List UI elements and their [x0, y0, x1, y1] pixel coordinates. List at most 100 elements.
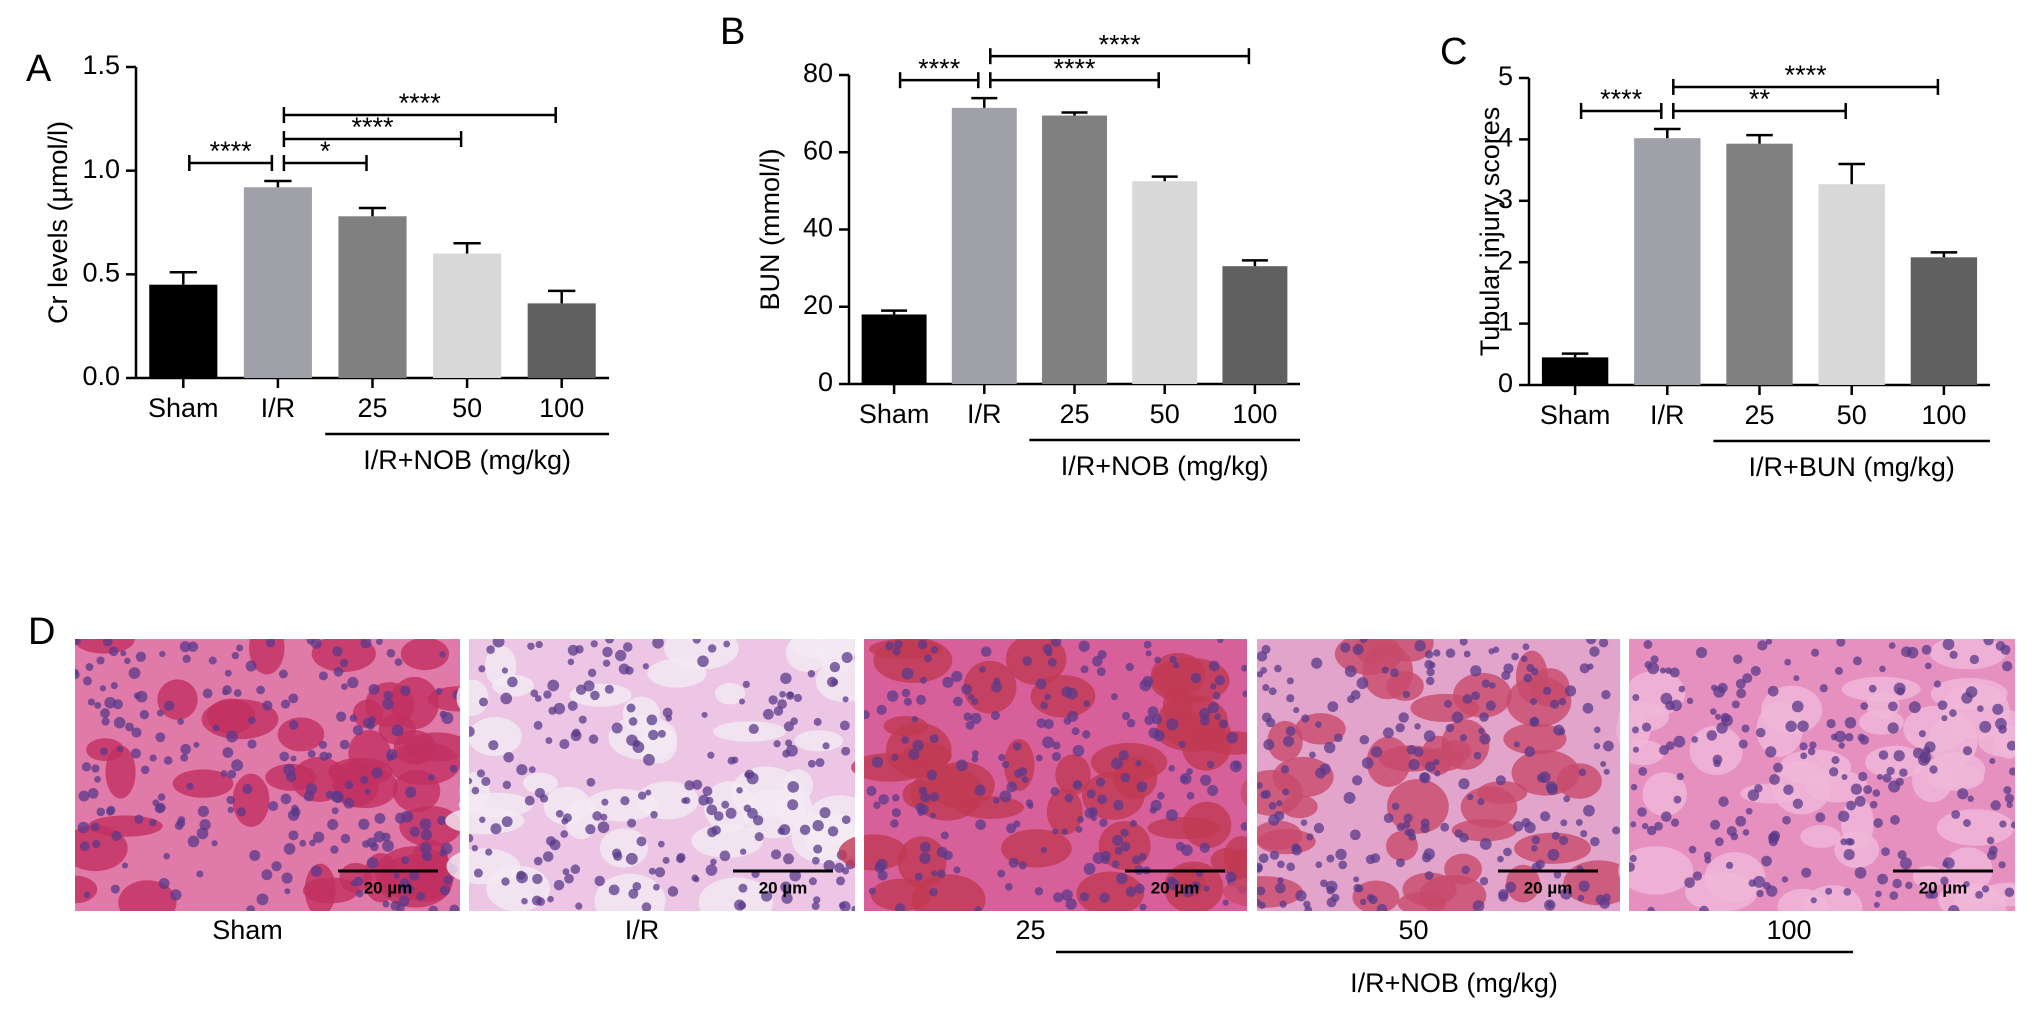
nucleus	[1045, 649, 1053, 657]
nucleus	[149, 754, 157, 762]
nucleus	[1686, 697, 1694, 705]
nucleus	[486, 645, 495, 655]
nucleus	[336, 711, 347, 722]
tubule	[392, 769, 441, 813]
nucleus	[1340, 642, 1351, 653]
nucleus	[789, 869, 801, 882]
nucleus	[1825, 887, 1833, 895]
nucleus	[401, 810, 414, 823]
nucleus	[813, 717, 822, 726]
nucleus	[1426, 667, 1435, 677]
group-label: I/R+BUN (mg/kg)	[1749, 452, 1955, 482]
nucleus	[528, 766, 536, 774]
nucleus	[1326, 897, 1337, 908]
nucleus	[1214, 713, 1221, 720]
nucleus	[104, 696, 116, 709]
nucleus	[1888, 642, 1896, 649]
nucleus	[783, 853, 794, 865]
nucleus	[1676, 772, 1684, 781]
x-tick-label: I/R	[261, 393, 296, 423]
nucleus	[1265, 717, 1276, 728]
nucleus	[83, 891, 91, 899]
nucleus	[1326, 886, 1335, 895]
nucleus	[841, 815, 851, 825]
nucleus	[1116, 872, 1128, 885]
nucleus	[929, 887, 938, 897]
tubule	[714, 682, 746, 705]
nucleus	[231, 759, 244, 772]
nucleus	[790, 717, 798, 726]
nucleus	[331, 807, 339, 815]
nucleus	[1692, 871, 1703, 881]
nucleus	[1207, 784, 1219, 797]
nucleus	[645, 789, 652, 796]
nucleus	[1742, 829, 1750, 836]
nucleus	[419, 842, 432, 854]
nucleus	[1050, 639, 1062, 647]
image-label: 25	[1015, 915, 1045, 945]
nucleus	[1301, 714, 1310, 723]
sig-label: ****	[351, 112, 394, 142]
nucleus	[1286, 862, 1295, 872]
nucleus	[1843, 848, 1855, 861]
nucleus	[1582, 702, 1594, 714]
nucleus	[1522, 643, 1530, 651]
nucleus	[1659, 667, 1667, 674]
nucleus	[926, 769, 938, 781]
nucleus	[87, 698, 95, 706]
nucleus	[885, 641, 894, 651]
nucleus	[553, 879, 565, 891]
nucleus	[75, 668, 79, 676]
nucleus	[1036, 718, 1047, 729]
nucleus	[1320, 879, 1328, 888]
nucleus	[1854, 795, 1866, 807]
nucleus	[330, 790, 343, 803]
nucleus	[196, 827, 209, 840]
nucleus	[478, 665, 486, 673]
nucleus	[1799, 742, 1808, 751]
nucleus	[1268, 687, 1277, 696]
nucleus	[1942, 639, 1955, 651]
nucleus	[1172, 662, 1180, 669]
nucleus	[1148, 727, 1160, 739]
nucleus	[1406, 744, 1417, 755]
sig-label: ****	[1053, 53, 1096, 83]
nucleus	[1222, 899, 1229, 906]
nucleus	[1096, 777, 1106, 787]
nucleus	[1498, 889, 1509, 900]
tubule	[352, 699, 384, 729]
nucleus	[697, 655, 709, 668]
nucleus	[1005, 883, 1013, 891]
nucleus	[1254, 864, 1263, 873]
nucleus	[1425, 761, 1436, 773]
nucleus	[1873, 818, 1883, 828]
nucleus	[163, 852, 171, 860]
nucleus	[1520, 655, 1528, 663]
nucleus	[1889, 891, 1899, 900]
nucleus	[871, 756, 884, 768]
nucleus	[1773, 762, 1783, 773]
tubule	[1911, 759, 1953, 803]
nucleus	[1151, 713, 1163, 725]
nucleus	[333, 666, 344, 677]
nucleus	[1368, 895, 1378, 905]
nucleus	[773, 740, 781, 748]
nucleus	[1353, 876, 1360, 883]
nucleus	[366, 837, 377, 848]
nucleus	[894, 903, 906, 911]
nucleus	[1111, 757, 1123, 770]
nucleus	[1165, 809, 1178, 822]
nucleus	[1526, 663, 1535, 673]
nucleus	[807, 759, 816, 768]
nucleus	[1998, 861, 2006, 869]
nucleus	[327, 818, 339, 831]
tubule	[232, 773, 270, 827]
nucleus	[149, 818, 157, 827]
nucleus	[1051, 752, 1061, 762]
nucleus	[1602, 893, 1611, 902]
tubule	[1090, 742, 1168, 782]
nucleus	[1577, 894, 1585, 902]
nucleus	[641, 902, 652, 911]
scale-bar-label: 20 µm	[1524, 878, 1573, 897]
nucleus	[1414, 640, 1426, 652]
